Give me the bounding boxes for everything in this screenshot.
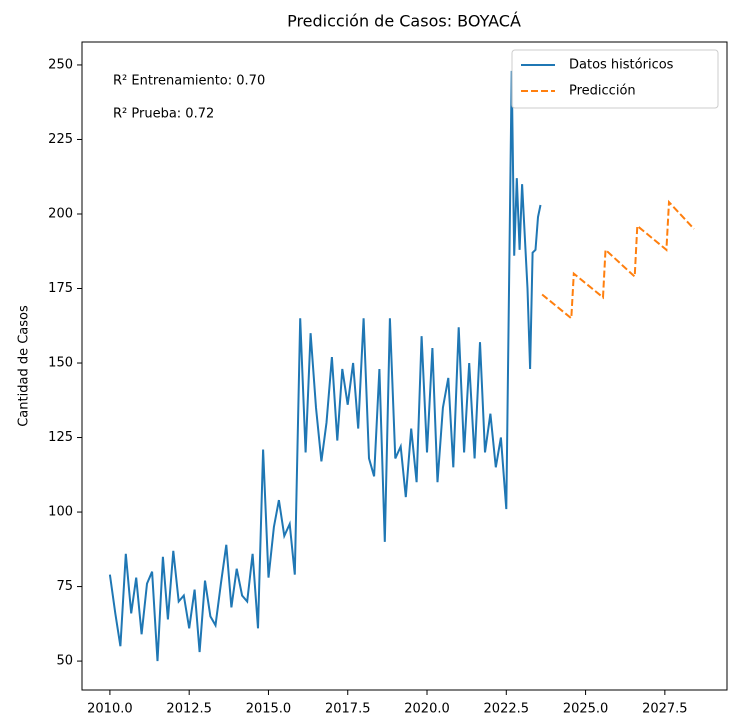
data-line: [541, 199, 695, 321]
x-tick-label: 2022.5: [484, 702, 530, 717]
y-tick-label: 175: [48, 281, 73, 296]
x-tick-label: 2015.0: [246, 702, 292, 717]
annotation: R² Entrenamiento: 0.70: [113, 74, 265, 89]
y-axis-label: Cantidad de Casos: [17, 305, 32, 427]
y-tick-label: 200: [48, 206, 73, 221]
x-tick-label: 2025.0: [563, 702, 609, 717]
legend-label: Predicción: [569, 84, 636, 99]
axes-frame: [81, 41, 728, 691]
y-tick-label: 150: [48, 356, 73, 371]
y-tick-label: 100: [48, 505, 73, 520]
y-tick-label: 225: [48, 132, 73, 147]
annotation: R² Prueba: 0.72: [113, 107, 214, 122]
legend-label: Datos históricos: [569, 58, 674, 73]
x-tick-label: 2017.5: [325, 702, 371, 717]
data-line: [108, 70, 542, 662]
x-tick-label: 2010.0: [87, 702, 133, 717]
y-tick-label: 125: [48, 430, 73, 445]
chart-title: Predicción de Casos: BOYACÁ: [287, 12, 521, 31]
y-tick-label: 250: [48, 57, 73, 72]
y-tick-label: 50: [56, 654, 73, 669]
plot-area: [108, 70, 695, 662]
y-tick-label: 75: [56, 579, 73, 594]
x-tick-label: 2020.0: [404, 702, 450, 717]
x-tick-label: 2027.5: [642, 702, 688, 717]
legend-box: [511, 49, 719, 109]
x-tick-label: 2012.5: [166, 702, 212, 717]
